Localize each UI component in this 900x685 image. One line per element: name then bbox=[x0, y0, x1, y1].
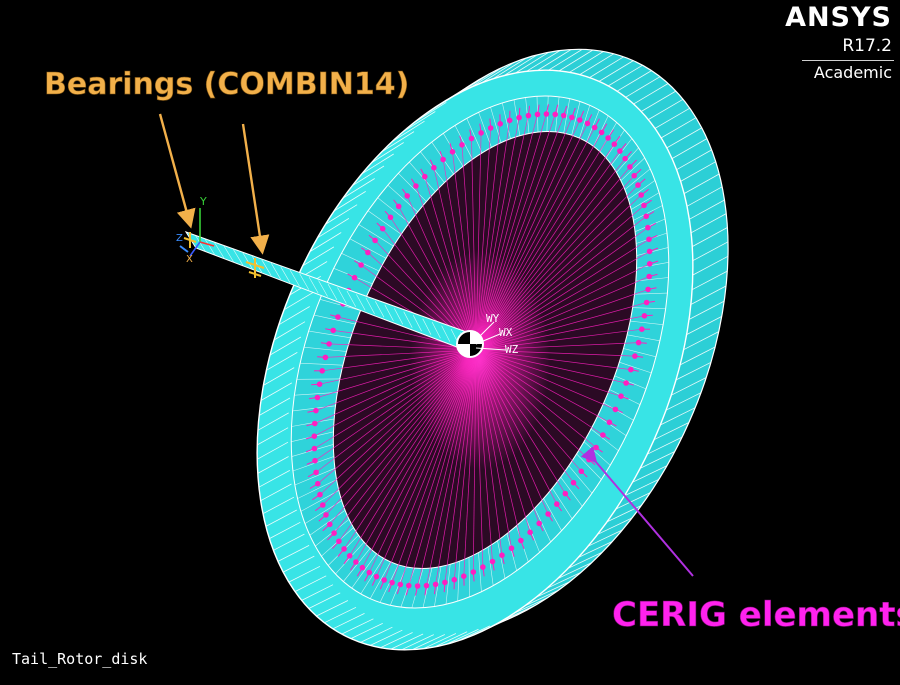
global-triad: Y Z X bbox=[176, 195, 215, 265]
bearing-node-1 bbox=[179, 232, 197, 253]
workplane-wy-label: WY bbox=[486, 312, 500, 325]
ansys-edition: Academic bbox=[813, 63, 892, 82]
bearing-node-2 bbox=[245, 258, 265, 278]
hub-glow bbox=[410, 250, 550, 470]
workplane-wz-label: WZ bbox=[505, 343, 519, 356]
workplane-symbol: WY WX WZ bbox=[456, 312, 519, 358]
bearing-arrow-1 bbox=[158, 113, 196, 229]
cerig-arrow bbox=[580, 446, 694, 577]
triad-z-label: Z bbox=[176, 233, 183, 244]
bearing-arrow-2 bbox=[241, 123, 270, 255]
logo-divider bbox=[802, 60, 894, 61]
cerig-ring bbox=[305, 104, 659, 596]
ansys-version: R17.2 bbox=[842, 36, 892, 56]
ansys-logo: ANSYS bbox=[785, 2, 892, 33]
triad-x-label: X bbox=[186, 254, 193, 265]
workplane-wx-label: WX bbox=[499, 326, 513, 339]
triad-y-label: Y bbox=[199, 195, 207, 208]
model-title: Tail_Rotor_disk bbox=[12, 650, 148, 668]
bearings-annotation: Bearings (COMBIN14) bbox=[44, 67, 409, 102]
cerig-annotation: CERIG elements bbox=[612, 595, 900, 635]
